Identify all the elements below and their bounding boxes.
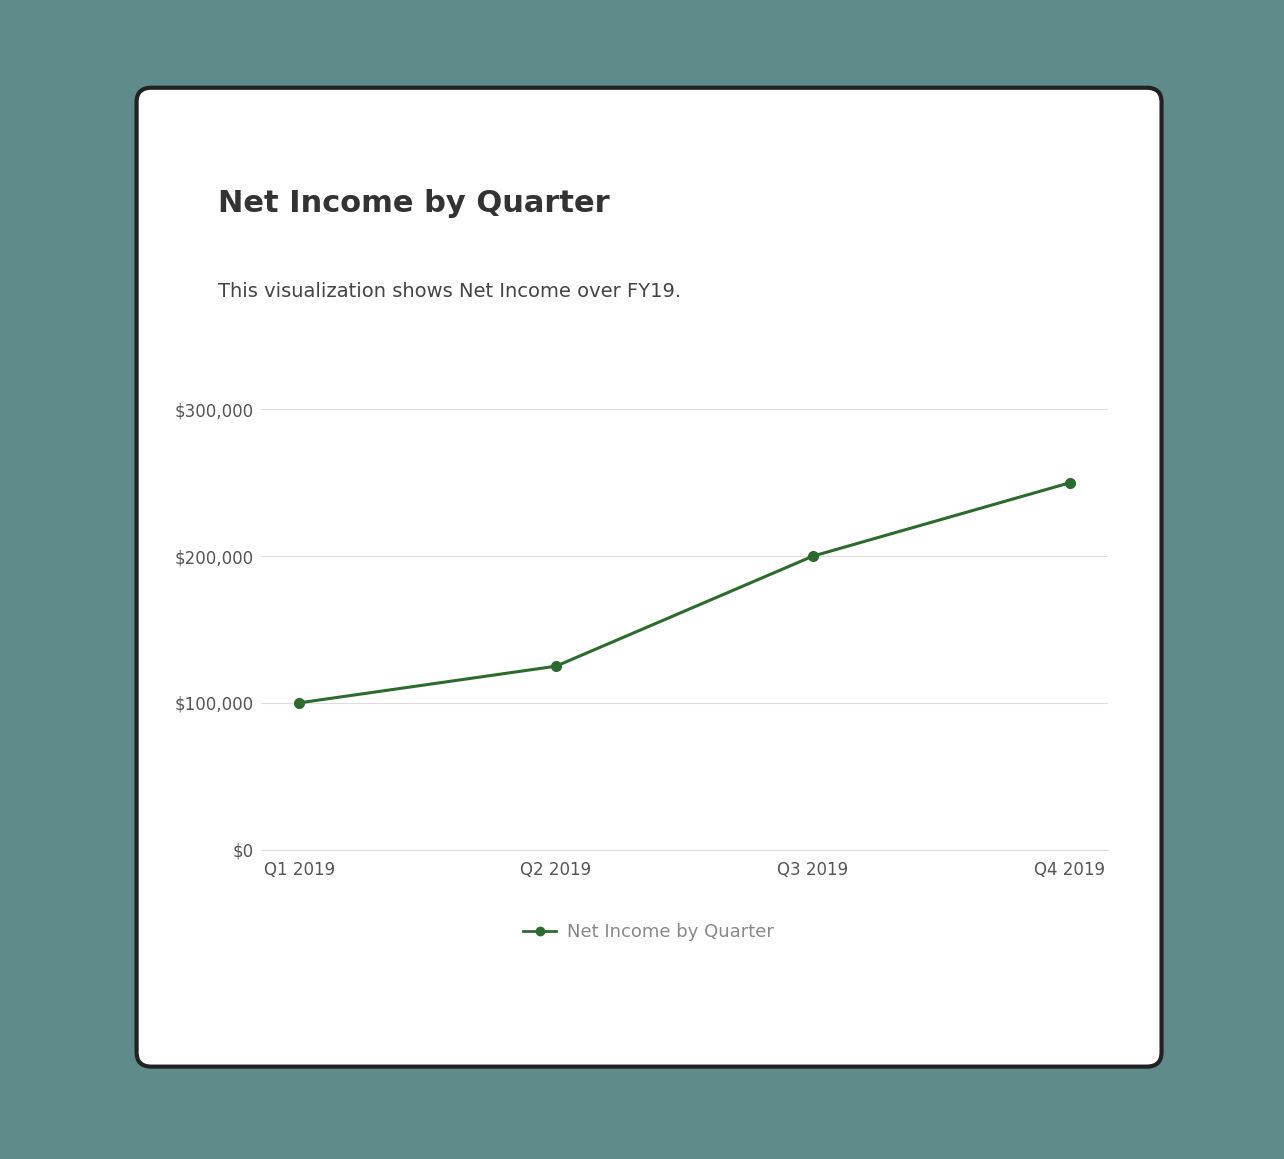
FancyBboxPatch shape <box>136 88 1162 1066</box>
Text: This visualization shows Net Income over FY19.: This visualization shows Net Income over… <box>218 282 682 300</box>
Text: Net Income by Quarter: Net Income by Quarter <box>218 189 610 218</box>
Legend: Net Income by Quarter: Net Income by Quarter <box>516 916 781 948</box>
